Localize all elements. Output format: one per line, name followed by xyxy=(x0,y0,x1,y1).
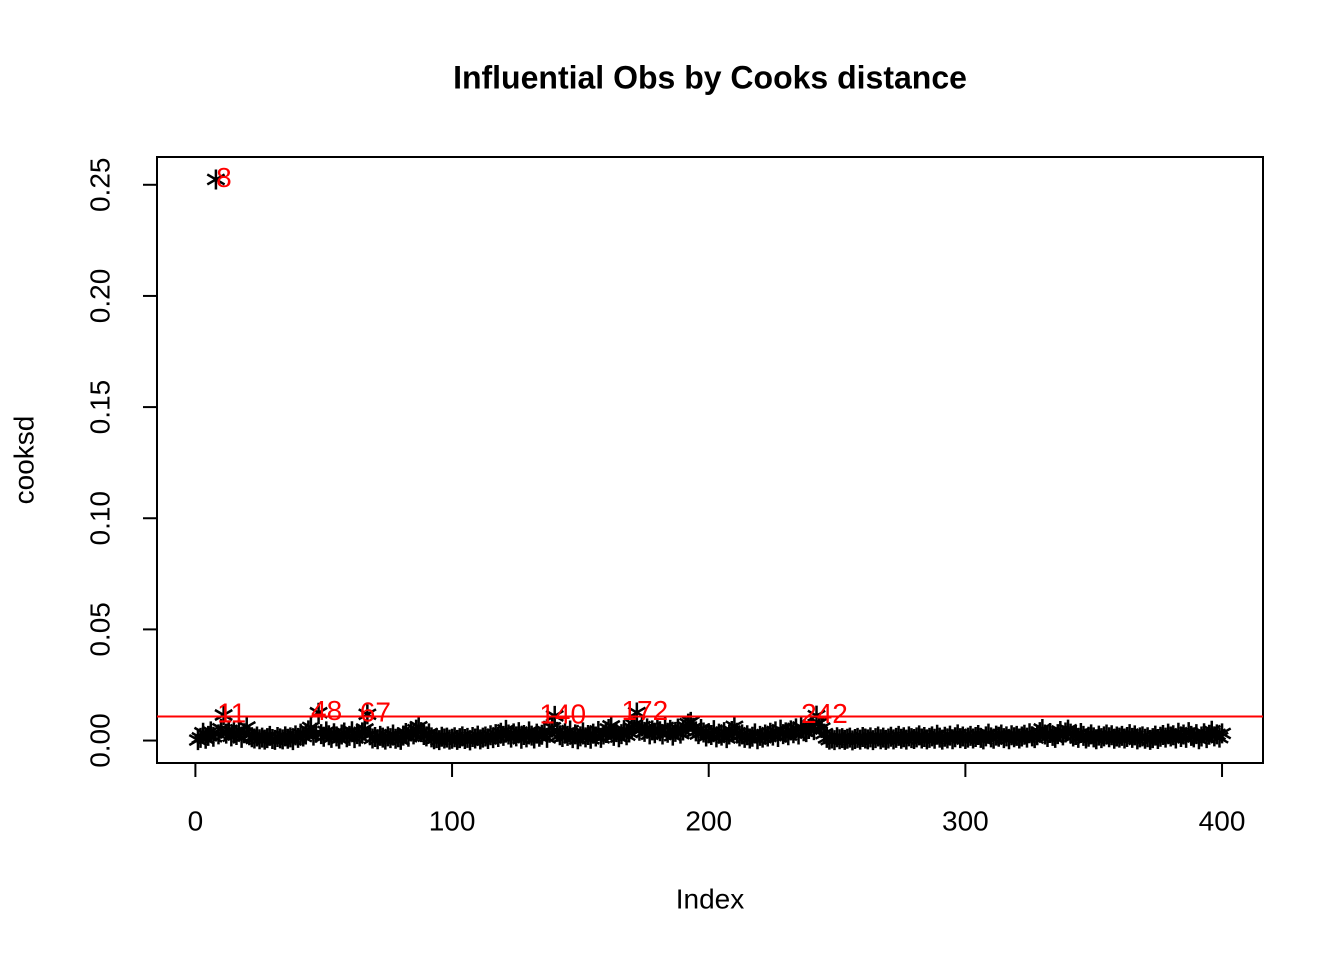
point-label: 172 xyxy=(621,695,668,726)
y-axis-title: cooksd xyxy=(8,416,39,505)
y-tick-label: 0.00 xyxy=(84,713,115,768)
point xyxy=(214,704,233,725)
point-label: 242 xyxy=(801,698,848,729)
y-tick-label: 0.10 xyxy=(84,491,115,546)
x-axis-title: Index xyxy=(676,883,745,914)
y-tick-label: 0.05 xyxy=(84,602,115,657)
point-label: 8 xyxy=(216,162,232,193)
x-tick-label: 0 xyxy=(188,805,204,836)
x-tick-label: 400 xyxy=(1199,805,1246,836)
point-label: 67 xyxy=(360,697,391,728)
y-tick-label: 0.25 xyxy=(84,158,115,213)
chart-title: Influential Obs by Cooks distance xyxy=(453,59,967,95)
point-label: 140 xyxy=(539,698,586,729)
y-tick-label: 0.20 xyxy=(84,269,115,324)
point xyxy=(1212,723,1232,744)
point-label: 48 xyxy=(311,695,342,726)
point xyxy=(206,169,226,190)
x-tick-label: 100 xyxy=(429,805,476,836)
y-tick-label: 0.15 xyxy=(84,380,115,435)
x-tick-label: 200 xyxy=(685,805,732,836)
x-tick-label: 300 xyxy=(942,805,989,836)
point xyxy=(358,704,377,725)
point-label: 11 xyxy=(217,697,246,728)
plot-frame xyxy=(156,156,1264,764)
